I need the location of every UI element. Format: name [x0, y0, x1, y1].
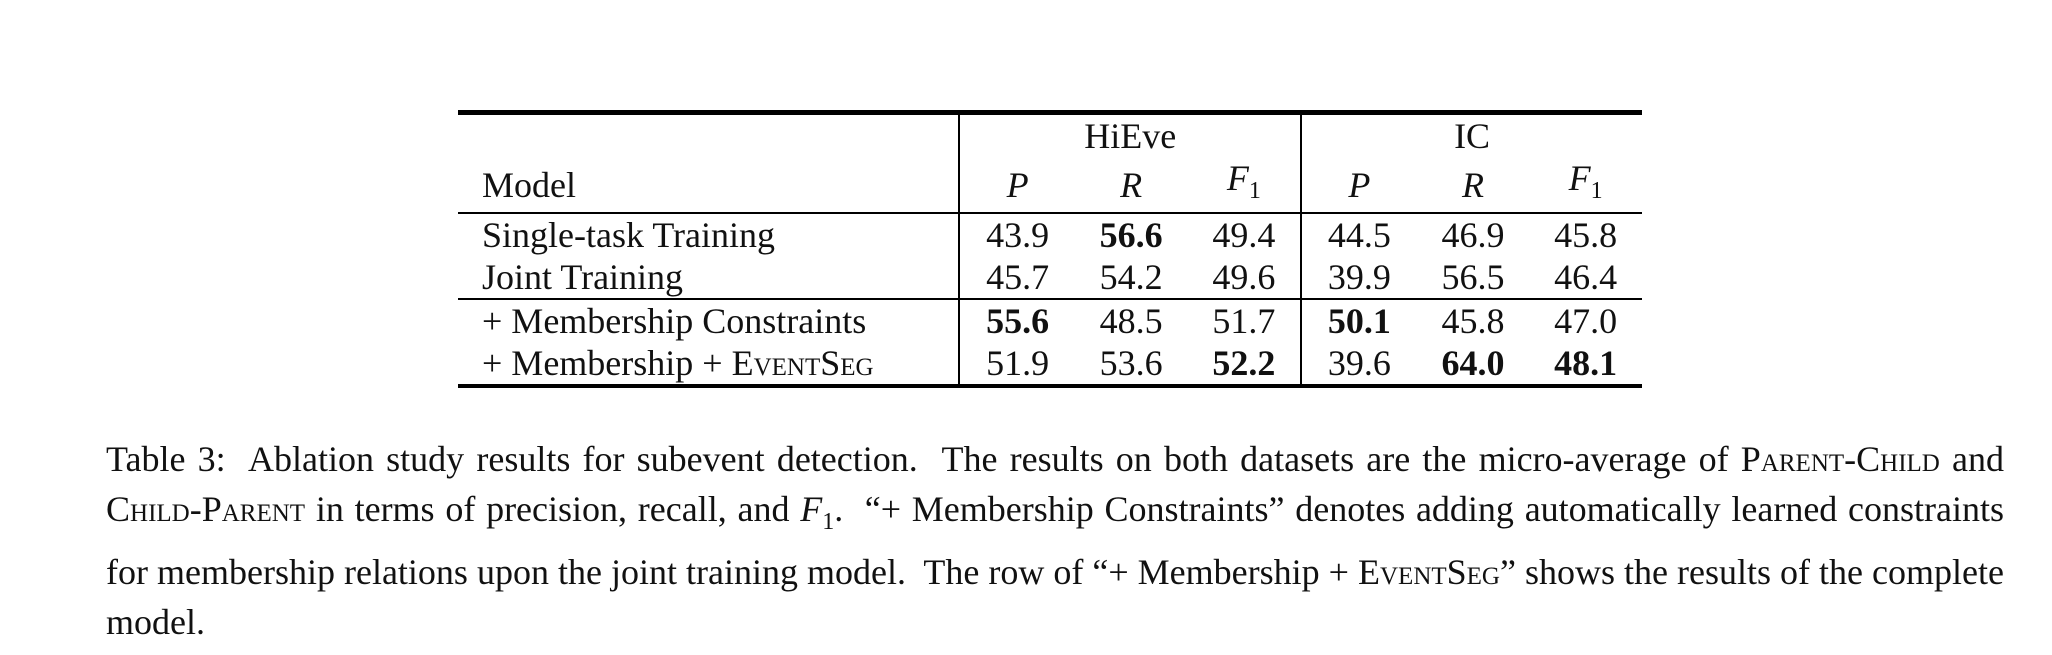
metric-header-ic-p: P: [1300, 157, 1417, 214]
cell-value: 43.9: [958, 212, 1075, 257]
cell-value: 48.1: [1529, 342, 1642, 389]
f1-sub: 1: [1248, 178, 1261, 205]
caption-parent-child: Parent-Child: [1740, 439, 1940, 479]
row-model-eventseg: EventSeg: [731, 343, 874, 384]
cell-value: 44.5: [1300, 212, 1417, 257]
table-row: Single-task Training 43.9 56.6 49.4 44.5…: [458, 212, 1642, 257]
cell-value: 56.5: [1441, 257, 1505, 298]
cell-value: 45.8: [1416, 298, 1530, 343]
caption-sentence-2c: .: [834, 489, 844, 529]
caption-f1: F: [800, 489, 823, 529]
metric-header-hieve-r: R: [1120, 164, 1143, 205]
cell-value: 46.9: [1416, 212, 1530, 257]
caption-eventseg: EventSeg: [1358, 552, 1500, 593]
cell-value: 39.6: [1300, 342, 1417, 389]
caption-sentence-4a: The row of “+ Membership +: [923, 552, 1349, 593]
row-model-name: + Membership + EventSeg: [458, 342, 960, 389]
metric-header-ic-r: R: [1462, 164, 1484, 205]
caption-sentence-4b: ” shows the results of the complete mode…: [106, 552, 2004, 643]
ablation-results-table: HiEve IC Model P R F1 P R F1 Single-task…: [458, 110, 1642, 389]
table-row: Joint Training 45.7 54.2 49.6 39.9 56.5 …: [458, 256, 1642, 300]
caption-sentence-2a: The results on both datasets are the mic…: [941, 439, 1729, 479]
table-row: + Membership Constraints 55.6 48.5 51.7 …: [458, 298, 1642, 343]
cell-value: 45.7: [958, 256, 1075, 300]
cell-value: 50.1: [1300, 298, 1417, 343]
empty-header-cell: [458, 113, 959, 158]
caption-f1-sub: 1: [822, 509, 835, 536]
caption-paragraph: Table 3: Ablation study results for sube…: [106, 434, 2004, 647]
group-header-row: HiEve IC: [458, 112, 1642, 158]
cell-value: 45.8: [1529, 212, 1642, 257]
f1-f: F: [1226, 158, 1249, 198]
table-row: + Membership + EventSeg 51.9 53.6 52.2 3…: [458, 342, 1642, 389]
caption-sentence-1: Ablation study results for subevent dete…: [248, 439, 918, 479]
caption-sentence-2b: in terms of precision, recall, and: [315, 489, 790, 529]
cell-value: 51.9: [958, 342, 1075, 389]
caption-child-parent: Child-Parent: [106, 489, 306, 529]
cell-value: 56.6: [1074, 212, 1188, 257]
group-header-ic: IC: [1300, 112, 1642, 157]
cell-value: 49.6: [1212, 257, 1276, 298]
f1-f: F: [1568, 158, 1591, 198]
table-caption: Table 3: Ablation study results for sube…: [106, 434, 2004, 647]
caption-sentence-3: “+ Membership Constraints” denotes addin…: [106, 489, 2005, 593]
cell-value: 51.7: [1187, 298, 1302, 343]
cell-value: 55.6: [958, 298, 1075, 343]
row-model-name: Single-task Training: [458, 212, 960, 257]
f1-sub: 1: [1590, 178, 1603, 205]
metric-header-hieve-f1: F1: [1187, 157, 1301, 213]
cell-value: 39.9: [1300, 256, 1417, 300]
row-model-name: + Membership Constraints: [458, 298, 960, 343]
cell-value: 47.0: [1529, 298, 1642, 343]
metric-header-ic-f1: F1: [1529, 157, 1642, 213]
caption-and: and: [1952, 439, 2005, 479]
cell-value: 53.6: [1074, 342, 1188, 389]
cell-value: 52.2: [1187, 342, 1302, 389]
results-table-container: HiEve IC Model P R F1 P R F1 Single-task…: [458, 110, 1642, 389]
metric-header-hieve-p: P: [958, 157, 1075, 214]
model-header: Model: [482, 164, 576, 205]
caption-label: Table 3:: [106, 439, 226, 479]
cell-value: 46.4: [1554, 257, 1618, 298]
row-model-name: Joint Training: [482, 257, 684, 298]
metric-header-row: Model P R F1 P R F1: [458, 157, 1642, 214]
group-header-hieve: HiEve: [958, 112, 1302, 157]
cell-value: 54.2: [1099, 257, 1163, 298]
cell-value: 48.5: [1074, 298, 1188, 343]
cell-value: 49.4: [1187, 212, 1302, 257]
row-model-prefix: + Membership +: [482, 343, 732, 384]
cell-value: 64.0: [1416, 342, 1530, 389]
